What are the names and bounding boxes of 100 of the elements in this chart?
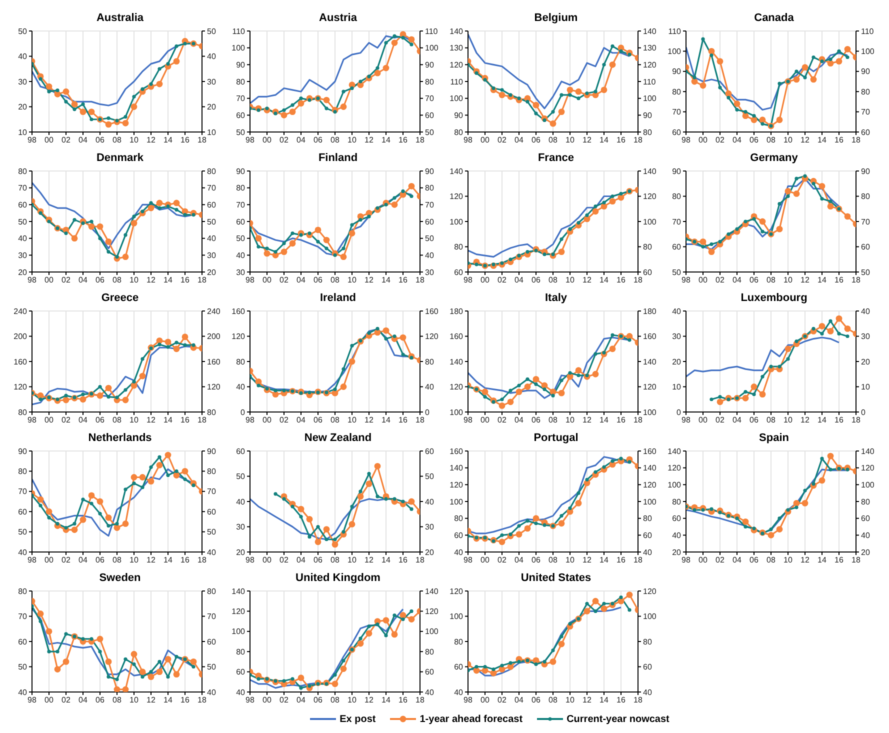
x-tick-label: 98	[464, 696, 473, 705]
point	[524, 384, 531, 390]
point	[106, 524, 110, 528]
point	[308, 684, 312, 688]
point	[408, 498, 415, 505]
point	[174, 340, 178, 344]
point	[139, 668, 146, 675]
point	[122, 520, 129, 527]
point	[517, 384, 521, 388]
point	[265, 677, 269, 681]
point	[392, 334, 396, 338]
y2-tick-label: 120	[425, 607, 439, 616]
point	[628, 52, 632, 56]
x-tick-label: 12	[364, 416, 374, 425]
y2-tick-label: 0	[861, 408, 866, 417]
point	[148, 204, 154, 212]
point	[846, 468, 850, 472]
line-series	[468, 606, 622, 676]
point	[348, 358, 356, 365]
point	[158, 206, 162, 210]
point	[710, 242, 714, 246]
point	[105, 514, 112, 521]
x-tick-label: 18	[634, 416, 643, 425]
point	[90, 118, 94, 122]
point	[274, 250, 278, 254]
y2-tick-label: 80	[207, 586, 216, 596]
point	[508, 532, 512, 536]
x-tick-label: 16	[398, 276, 408, 285]
point	[183, 343, 187, 347]
point	[265, 106, 269, 110]
point	[192, 212, 196, 217]
y2-tick-label: 50	[207, 662, 216, 672]
point	[314, 226, 322, 234]
point	[90, 502, 94, 506]
point	[594, 352, 598, 356]
y-tick-label: 80	[18, 586, 28, 596]
point	[174, 469, 178, 473]
point	[500, 398, 504, 402]
point	[508, 93, 512, 97]
x-tick-label: 12	[146, 416, 156, 425]
y-tick-label: 140	[450, 166, 464, 176]
point	[776, 116, 783, 124]
point	[786, 194, 790, 198]
point	[784, 346, 792, 352]
y2-tick-label: 80	[425, 357, 434, 366]
x-tick-label: 10	[130, 556, 139, 565]
point	[192, 664, 196, 669]
x-tick-label: 18	[852, 556, 861, 565]
y2-tick-label: 60	[861, 514, 870, 524]
y-tick-label: 40	[18, 52, 28, 62]
point	[289, 240, 296, 247]
point	[752, 217, 756, 221]
y-tick-label: 70	[672, 217, 682, 226]
point	[342, 530, 346, 534]
x-tick-label: 02	[498, 136, 507, 145]
point	[71, 526, 78, 533]
point	[56, 88, 60, 92]
point	[592, 370, 599, 378]
point	[358, 490, 362, 494]
point	[628, 460, 632, 464]
x-tick-label: 04	[296, 556, 306, 565]
point	[80, 396, 86, 403]
y2-tick-label: 180	[643, 306, 657, 316]
x-tick-label: 06	[532, 556, 541, 565]
y-tick-label: 80	[236, 77, 246, 86]
x-tick-label: 08	[766, 136, 776, 145]
y-tick-label: 80	[454, 242, 464, 252]
point	[769, 364, 773, 368]
point	[158, 342, 162, 346]
y-tick-label: 10	[18, 128, 28, 137]
x-tick-label: 04	[296, 416, 306, 425]
y-tick-label: 80	[18, 166, 28, 176]
x-tick-label: 14	[382, 416, 391, 425]
point	[376, 66, 380, 70]
point	[80, 108, 86, 115]
point	[408, 182, 415, 190]
point	[105, 238, 112, 245]
point	[98, 236, 102, 240]
point	[726, 514, 730, 518]
point	[626, 592, 633, 598]
y-tick-label: 60	[18, 637, 28, 646]
point	[37, 496, 44, 503]
point	[374, 70, 381, 76]
y2-tick-label: 40	[861, 306, 870, 316]
x-tick-label: 18	[852, 416, 861, 425]
x-tick-label: 06	[96, 696, 105, 705]
point	[400, 334, 406, 341]
point	[752, 392, 756, 396]
x-tick-label: 12	[800, 276, 810, 285]
y2-tick-label: 60	[207, 637, 216, 646]
point	[410, 507, 414, 511]
point	[750, 384, 758, 390]
y-tick-label: 80	[454, 637, 464, 646]
y-tick-label: 50	[18, 217, 28, 226]
point	[534, 522, 538, 526]
x-tick-label: 16	[616, 556, 626, 565]
point	[105, 658, 112, 665]
point	[81, 392, 85, 396]
point	[256, 108, 260, 112]
point	[265, 246, 269, 250]
